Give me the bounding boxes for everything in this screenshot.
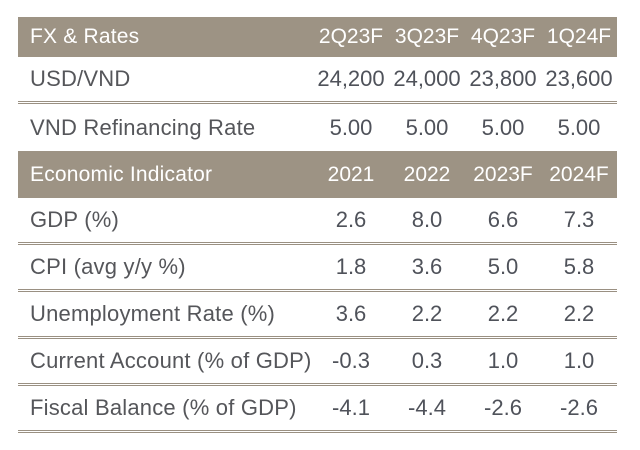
row-label-gdp: GDP (%) [30, 207, 120, 232]
section-header-economic-indicator: Economic Indicator 2021 2022 2023F 2024F [18, 151, 617, 198]
cell-refi-4q23f: 5.00 [481, 114, 525, 140]
section-header-fx-rates: FX & Rates 2Q23F 3Q23F 4Q23F 1Q24F [18, 17, 617, 57]
row-label-unemployment-rate: Unemployment Rate (%) [30, 301, 276, 326]
column-header-2024f: 2024F [549, 162, 609, 186]
table-row-cpi: CPI (avg y/y %) 1.8 3.6 5.0 5.8 [18, 245, 617, 292]
table-row-vnd-refinancing-rate: VND Refinancing Rate 5.00 5.00 5.00 5.00 [18, 104, 617, 151]
cell-refi-3q23f: 5.00 [405, 114, 449, 140]
cell-fiscal-balance-2024f: -2.6 [560, 395, 598, 420]
column-header-2q23f: 2Q23F [318, 25, 384, 48]
cell-fiscal-balance-2022: -4.4 [408, 395, 446, 420]
table-row-current-account: Current Account (% of GDP) -0.3 0.3 1.0 … [18, 339, 617, 386]
row-label-cpi: CPI (avg y/y %) [30, 254, 186, 279]
cell-usd-vnd-1q24f: 23,600 [545, 66, 613, 91]
column-header-2023f: 2023F [473, 162, 533, 186]
cell-fiscal-balance-2021: -4.1 [332, 395, 370, 420]
data-table: FX & Rates 2Q23F 3Q23F 4Q23F 1Q24F USD/V… [18, 17, 617, 433]
cell-gdp-2024f: 7.3 [563, 207, 595, 232]
section-title-economic-indicator: Economic Indicator [30, 162, 213, 186]
table-row-fiscal-balance: Fiscal Balance (% of GDP) -4.1 -4.4 -2.6… [18, 386, 617, 433]
cell-current-account-2024f: 1.0 [563, 348, 595, 373]
section-title-fx-rates: FX & Rates [30, 25, 140, 48]
cell-cpi-2023f: 5.0 [487, 254, 519, 279]
table-row-gdp: GDP (%) 2.6 8.0 6.6 7.3 [18, 198, 617, 245]
column-header-3q23f: 3Q23F [394, 25, 460, 48]
row-label-vnd-refinancing-rate: VND Refinancing Rate [30, 114, 256, 140]
cell-usd-vnd-3q23f: 24,000 [393, 66, 461, 91]
cell-gdp-2022: 8.0 [411, 207, 443, 232]
row-label-current-account: Current Account (% of GDP) [30, 348, 312, 373]
cell-refi-2q23f: 5.00 [329, 114, 373, 140]
column-header-4q23f: 4Q23F [470, 25, 536, 48]
column-header-1q24f: 1Q24F [546, 25, 612, 48]
row-label-fiscal-balance: Fiscal Balance (% of GDP) [30, 395, 297, 420]
cell-current-account-2023f: 1.0 [487, 348, 519, 373]
column-header-2022: 2022 [403, 162, 451, 186]
cell-cpi-2021: 1.8 [335, 254, 367, 279]
cell-current-account-2022: 0.3 [411, 348, 443, 373]
cell-current-account-2021: -0.3 [332, 348, 370, 373]
cell-unemployment-2024f: 2.2 [563, 301, 595, 326]
cell-unemployment-2022: 2.2 [411, 301, 443, 326]
column-header-2021: 2021 [327, 162, 375, 186]
cell-unemployment-2023f: 2.2 [487, 301, 519, 326]
cell-gdp-2021: 2.6 [335, 207, 367, 232]
cell-fiscal-balance-2023f: -2.6 [484, 395, 522, 420]
cell-refi-1q24f: 5.00 [557, 114, 601, 140]
cell-usd-vnd-2q23f: 24,200 [317, 66, 385, 91]
cell-unemployment-2021: 3.6 [335, 301, 367, 326]
cell-cpi-2022: 3.6 [411, 254, 443, 279]
cell-cpi-2024f: 5.8 [563, 254, 595, 279]
cell-gdp-2023f: 6.6 [487, 207, 519, 232]
table-row-usd-vnd: USD/VND 24,200 24,000 23,800 23,600 [18, 57, 617, 104]
row-label-usd-vnd: USD/VND [30, 66, 131, 91]
cell-usd-vnd-4q23f: 23,800 [469, 66, 537, 91]
table-row-unemployment-rate: Unemployment Rate (%) 3.6 2.2 2.2 2.2 [18, 292, 617, 339]
